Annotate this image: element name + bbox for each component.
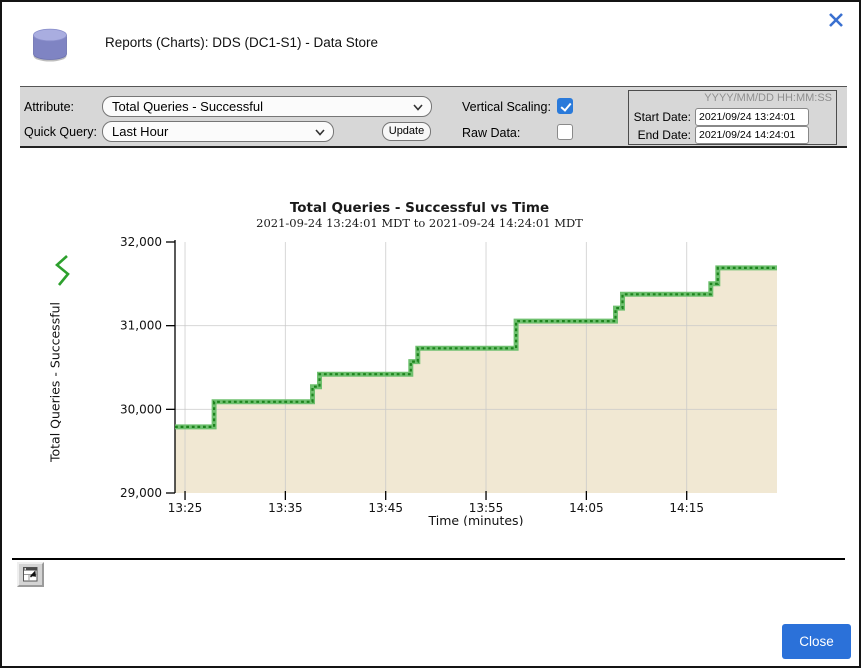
y-axis: 29,000 30,000 31,000 32,000 xyxy=(120,235,175,500)
chart-subtitle: 2021-09-24 13:24:01 MDT to 2021-09-24 14… xyxy=(62,216,777,230)
footer-separator xyxy=(12,558,845,560)
end-date-input[interactable] xyxy=(695,126,809,144)
x-tick-label: 13:45 xyxy=(368,501,403,515)
start-date-label: Start Date: xyxy=(634,110,691,124)
attribute-label: Attribute: xyxy=(24,100,74,114)
chart-toolbar: Attribute: Total Queries - Successful Qu… xyxy=(20,86,847,148)
chart-plot: 29,000 30,000 31,000 32,000 13:25 13:35 13:45 1… xyxy=(112,234,802,526)
x-tick-label: 13:25 xyxy=(168,501,203,515)
chevron-down-icon xyxy=(315,129,325,136)
vertical-scaling-label: Vertical Scaling: xyxy=(462,100,551,114)
raw-data-checkbox[interactable] xyxy=(557,124,573,140)
vertical-scaling-checkbox[interactable] xyxy=(557,98,573,114)
dialog-title: Reports (Charts): DDS (DC1-S1) - Data St… xyxy=(105,35,378,50)
y-tick-label: 29,000 xyxy=(120,486,162,500)
raw-data-label: Raw Data: xyxy=(462,126,520,140)
date-range-panel: YYYY/MM/DD HH:MM:SS Start Date: End Date… xyxy=(628,90,837,145)
end-date-label: End Date: xyxy=(638,128,691,142)
database-icon xyxy=(31,27,69,63)
y-tick-label: 30,000 xyxy=(120,402,162,416)
reports-chart-dialog: Reports (Charts): DDS (DC1-S1) - Data St… xyxy=(0,0,861,668)
attribute-select-value: Total Queries - Successful xyxy=(112,99,263,114)
x-tick-label: 14:15 xyxy=(669,501,704,515)
close-button[interactable]: Close xyxy=(782,624,851,659)
open-in-window-icon xyxy=(22,566,39,583)
update-button[interactable]: Update xyxy=(382,122,431,141)
attribute-select[interactable]: Total Queries - Successful xyxy=(102,96,432,117)
x-tick-label: 14:05 xyxy=(569,501,604,515)
date-format-hint: YYYY/MM/DD HH:MM:SS xyxy=(704,92,832,104)
open-in-window-button[interactable] xyxy=(17,562,44,587)
quick-query-select[interactable]: Last Hour xyxy=(102,121,334,142)
quick-query-select-value: Last Hour xyxy=(112,124,168,139)
y-tick-label: 32,000 xyxy=(120,235,162,249)
x-tick-label: 13:35 xyxy=(268,501,303,515)
close-icon[interactable] xyxy=(826,10,846,30)
chart-title: Total Queries - Successful vs Time xyxy=(62,200,777,216)
y-axis-label: Total Queries - Successful xyxy=(46,284,64,480)
x-axis: 13:2513:3513:4513:5514:0514:15Time (minu… xyxy=(168,491,704,526)
chevron-down-icon xyxy=(413,104,423,111)
quick-query-label: Quick Query: xyxy=(24,125,97,139)
x-axis-label: Time (minutes) xyxy=(428,513,524,526)
start-date-input[interactable] xyxy=(695,108,809,126)
y-tick-label: 31,000 xyxy=(120,319,162,333)
